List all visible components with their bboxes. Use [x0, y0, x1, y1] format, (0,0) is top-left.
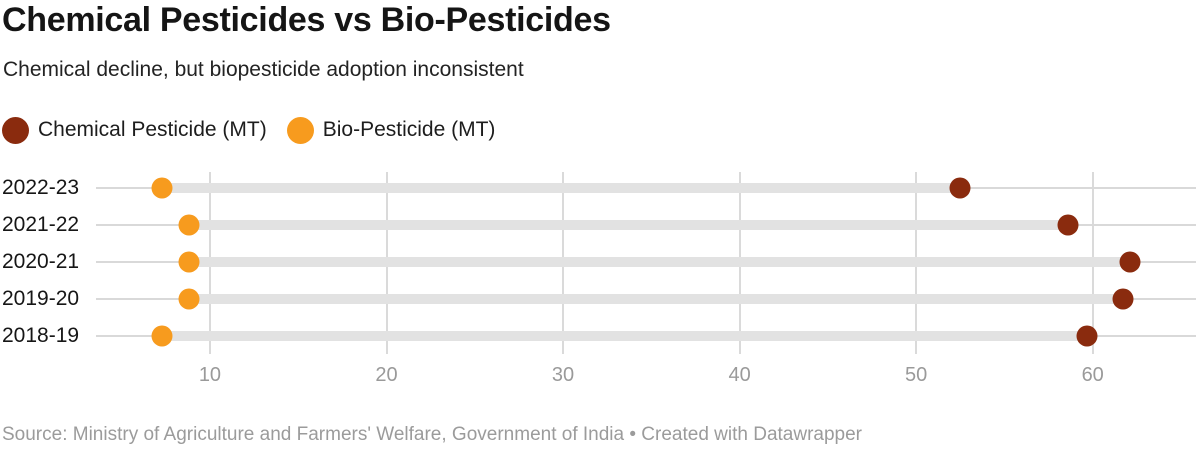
bio-pesticide-mt-dot[interactable] — [178, 214, 200, 236]
x-tick-label-20: 20 — [375, 364, 398, 386]
legend-dot-icon-chemical-pesticide-mt — [2, 116, 29, 144]
source-line: Source: Ministry of Agriculture and Farm… — [2, 424, 863, 445]
row-range-bar — [162, 331, 1088, 341]
chemical-pesticide-mt-dot[interactable] — [1076, 325, 1098, 347]
row-range-bar — [188, 220, 1068, 230]
bio-pesticide-mt-dot[interactable] — [151, 177, 173, 199]
chart-subtitle: Chemical decline, but biopesticide adopt… — [3, 58, 524, 81]
row-label-2022-23: 2022-23 — [2, 176, 80, 199]
row-range-bar — [188, 257, 1130, 267]
x-tick-label-60: 60 — [1081, 364, 1104, 386]
row-label-2020-21: 2020-21 — [2, 250, 80, 273]
legend-label: Chemical Pesticide (MT) — [38, 118, 267, 141]
row-range-bar — [188, 294, 1123, 304]
legend-dot-icon-bio-pesticide-mt — [286, 116, 314, 144]
bio-pesticide-mt-dot[interactable] — [178, 288, 200, 310]
chemical-pesticide-mt-dot[interactable] — [1119, 251, 1141, 273]
bio-pesticide-mt-dot[interactable] — [178, 251, 200, 273]
chemical-pesticide-mt-dot[interactable] — [1112, 288, 1134, 310]
x-tick-label-10: 10 — [198, 364, 222, 386]
legend-label: Bio-Pesticide (MT) — [322, 118, 496, 141]
legend: Chemical Pesticide (MT) Bio-Pesticide (MT… — [2, 114, 495, 146]
bio-pesticide-mt-dot[interactable] — [151, 325, 173, 347]
x-tick-label-50: 50 — [905, 364, 928, 386]
chemical-pesticide-mt-dot[interactable] — [1057, 214, 1079, 236]
row-label-2021-22: 2021-22 — [2, 213, 80, 236]
plot-area: 2022-23 2021-22 2020-21 2019-20 2018-19 10 20 3… — [0, 168, 1196, 390]
chart-title: Chemical Pesticides vs Bio-Pesticides — [2, 1, 611, 39]
legend-item-chemical-pesticide-mt[interactable]: Chemical Pesticide (MT) — [2, 116, 267, 144]
legend-item-bio-pesticide-mt[interactable]: Bio-Pesticide (MT) — [286, 116, 496, 144]
x-tick-label-30: 30 — [551, 364, 575, 386]
row-range-bar — [162, 183, 961, 193]
row-label-2019-20: 2019-20 — [2, 287, 80, 310]
x-tick-label-40: 40 — [728, 364, 751, 386]
row-label-2018-19: 2018-19 — [2, 324, 80, 347]
chemical-pesticide-mt-dot[interactable] — [949, 177, 971, 199]
